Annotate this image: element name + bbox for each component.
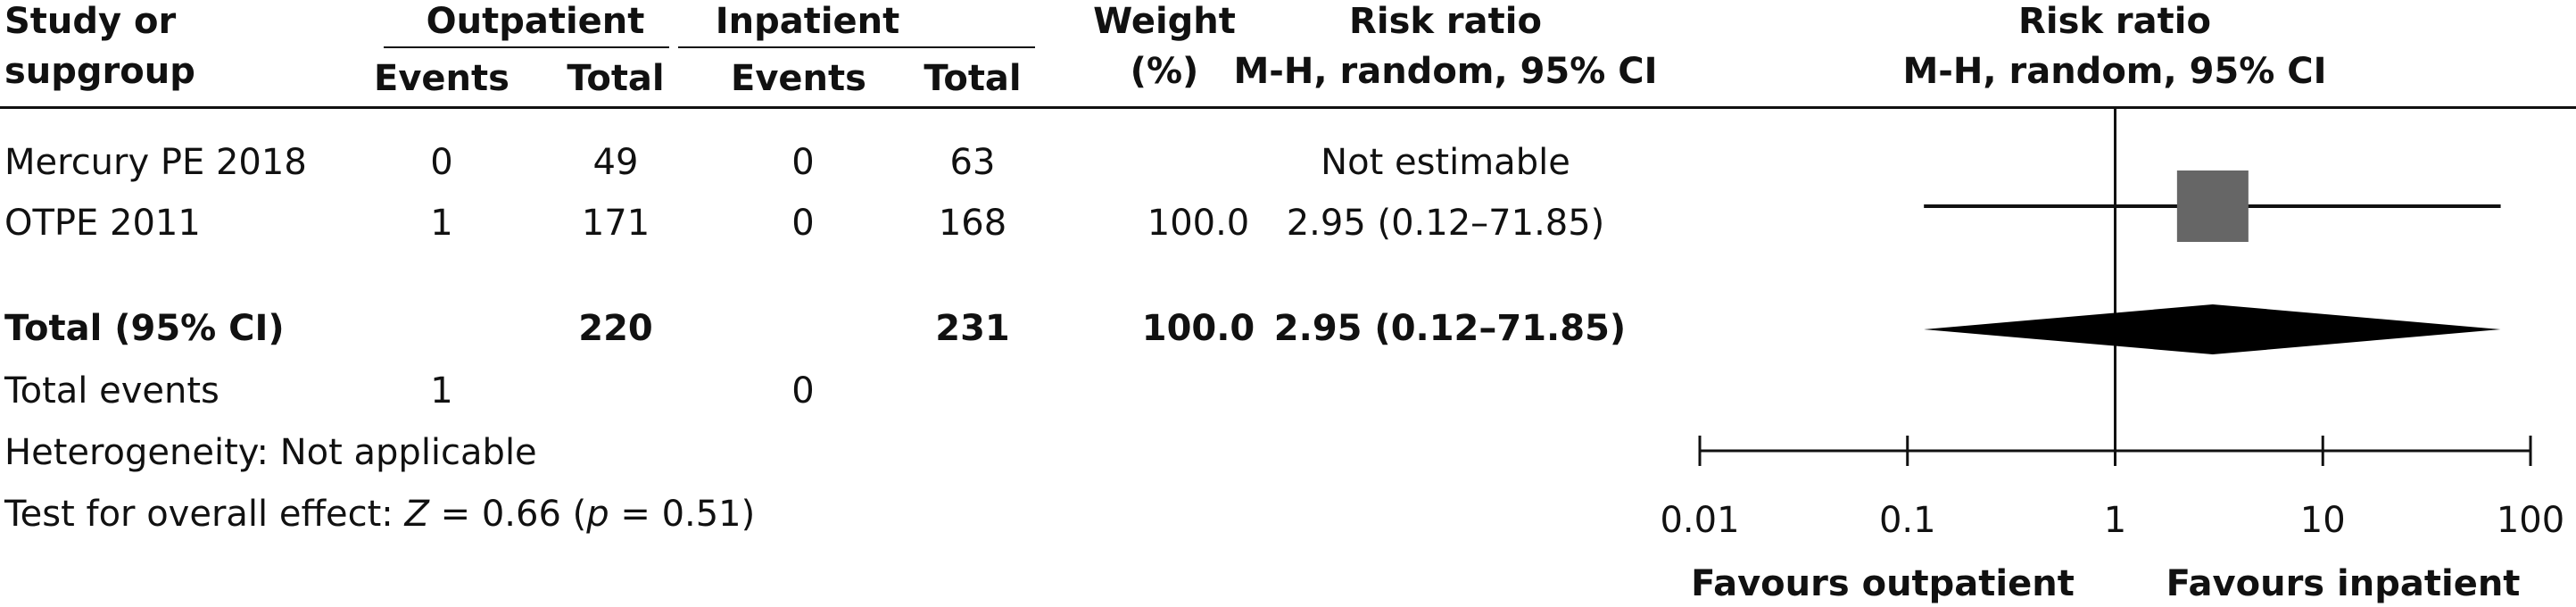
favours-outpatient-label: Favours outpatient [1691,563,2075,604]
out-events-cell: 1 [430,203,453,244]
inpatient-underline [678,46,1035,48]
x-tick-label: 1 [2104,500,2126,541]
risk-ratio-cell: 2.95 (0.12–71.85) [1286,203,1605,244]
total-weight: 100.0 [1141,308,1255,349]
header-in-total: Total [924,58,1022,99]
header-in-events: Events [731,58,866,99]
total-label: Total (95% CI) [4,308,285,349]
weight-cell: 100.0 [1147,203,1250,244]
header-study-line2: supgroup [4,51,195,92]
header-study-line1: Study or [4,1,177,42]
outpatient-underline [384,46,669,48]
out-total-cell: 49 [592,142,639,183]
header-out-total: Total [567,58,665,99]
x-tick-label: 100 [2497,500,2564,541]
x-tick-label: 0.1 [1879,500,1936,541]
header-rule [0,106,2576,109]
pooled-diamond [1924,304,2501,354]
total-in-events: 0 [791,370,815,412]
plot-header-line1: Risk ratio [2018,1,2211,42]
header-inpatient: Inpatient [715,1,900,42]
header-outpatient: Outpatient [426,1,645,42]
header-rr-line1: Risk ratio [1349,1,1542,42]
header-weight-line1: Weight [1093,1,1236,42]
in-total-cell: 168 [938,203,1007,244]
x-tick-label: 10 [2300,500,2346,541]
header-out-events: Events [374,58,509,99]
risk-ratio-cell: Not estimable [1321,142,1570,183]
in-events-cell: 0 [791,203,815,244]
x-tick-label: 0.01 [1660,500,1739,541]
total-in-total: 231 [935,308,1010,349]
overall-effect-text: Test for overall effect: Z = 0.66 (p = 0… [4,494,756,535]
out-events-cell: 0 [430,142,453,183]
header-rr-line2: M-H, random, 95% CI [1233,51,1658,92]
study-name: OTPE 2011 [4,203,201,244]
study-square-otpe-2011 [2176,170,2249,242]
header-weight-line2: (%) [1130,51,1199,92]
out-total-cell: 171 [581,203,650,244]
total-out-events: 1 [430,370,453,412]
total-risk-ratio: 2.95 (0.12–71.85) [1273,308,1627,349]
total-events-label: Total events [4,370,219,412]
plot-header-line2: M-H, random, 95% CI [1902,51,2327,92]
favours-inpatient-label: Favours inpatient [2166,563,2521,604]
in-events-cell: 0 [791,142,815,183]
total-out-total: 220 [578,308,653,349]
in-total-cell: 63 [949,142,996,183]
study-name: Mercury PE 2018 [4,142,307,183]
heterogeneity-text: Heterogeneity: Not applicable [4,432,537,473]
